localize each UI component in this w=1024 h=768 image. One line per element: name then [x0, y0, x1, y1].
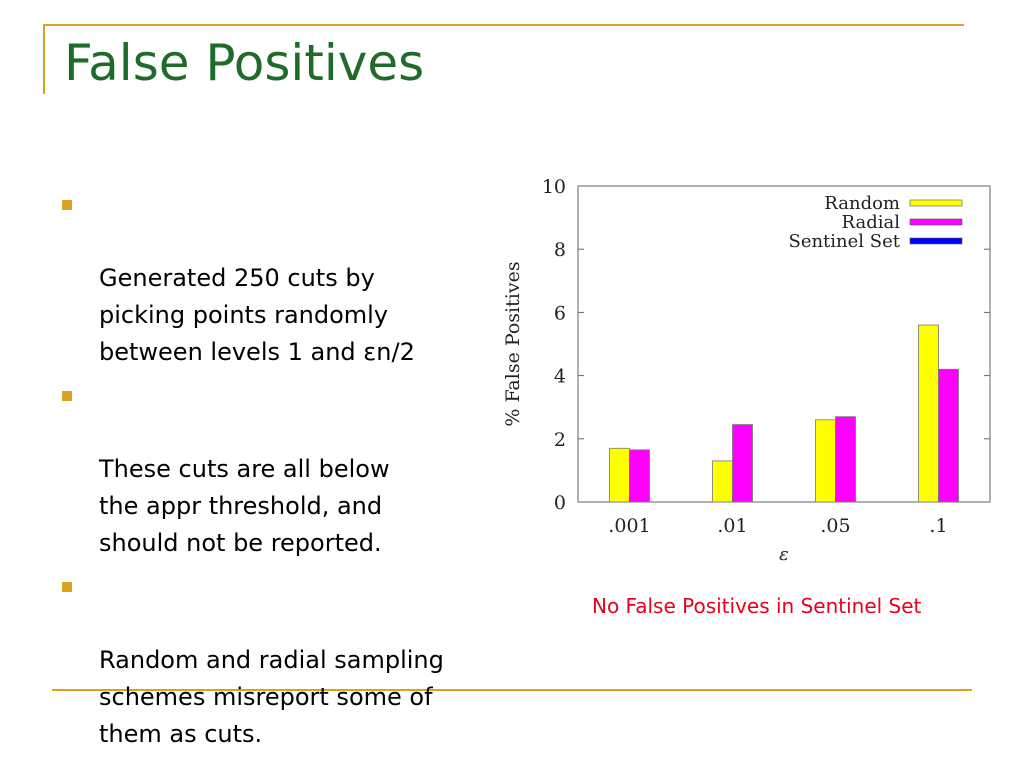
bar-radial	[938, 368, 959, 503]
y-tick-label: 4	[554, 366, 566, 388]
bullet-text: Generated 250 cuts by picking points ran…	[99, 264, 415, 366]
y-tick-label: 0	[554, 492, 566, 514]
square-bullet-icon	[62, 582, 72, 592]
bar-random	[609, 447, 630, 503]
bullet-text: These cuts are all below the appr thresh…	[99, 455, 390, 557]
y-tick-label: 2	[554, 429, 566, 451]
legend-swatch	[909, 218, 963, 226]
y-tick-label: 10	[542, 176, 566, 198]
bar-random	[712, 460, 733, 503]
bullet-item: Generated 250 cuts by picking points ran…	[62, 186, 502, 371]
bar-random	[918, 324, 939, 503]
x-tick-label: .001	[608, 515, 650, 537]
bullet-item: Random and radial sampling schemes misre…	[62, 568, 502, 753]
bar-random	[815, 419, 836, 503]
legend-label: Random	[824, 193, 900, 214]
y-tick-label: 8	[554, 239, 566, 261]
slide-title: False Positives	[64, 34, 425, 92]
bullet-list: Generated 250 cuts by picking points ran…	[62, 186, 502, 759]
x-tick-label: .01	[717, 515, 747, 537]
bottom-rule	[52, 689, 972, 691]
bar-radial	[835, 416, 856, 503]
bar-radial	[732, 424, 753, 503]
legend-swatch	[909, 237, 963, 245]
x-tick-label: .1	[929, 515, 947, 537]
x-tick-label: .05	[820, 515, 850, 537]
bar-radial	[629, 449, 650, 503]
y-axis-label: % False Positives	[502, 261, 524, 426]
square-bullet-icon	[62, 200, 72, 210]
legend-label: Radial	[842, 212, 901, 233]
bullet-item: These cuts are all below the appr thresh…	[62, 377, 502, 562]
legend-label: Sentinel Set	[788, 231, 900, 252]
y-tick-label: 6	[554, 302, 566, 324]
legend-swatch	[909, 199, 963, 207]
square-bullet-icon	[62, 391, 72, 401]
top-rule	[44, 24, 964, 26]
plot-frame	[577, 185, 991, 503]
bullet-text: Random and radial sampling schemes misre…	[99, 646, 444, 748]
sentinel-note: No False Positives in Sentinel Set	[592, 594, 922, 618]
left-rule	[43, 24, 45, 94]
x-axis-label: ε	[779, 544, 789, 565]
bar-chart: 0 2 4 6 8 10 .001 .01 .05 .1 ε % False Positives Ran…	[490, 170, 1000, 570]
chart-svg: 0 2 4 6 8 10 .001 .01 .05 .1 ε % False Positives Ran…	[502, 176, 991, 565]
